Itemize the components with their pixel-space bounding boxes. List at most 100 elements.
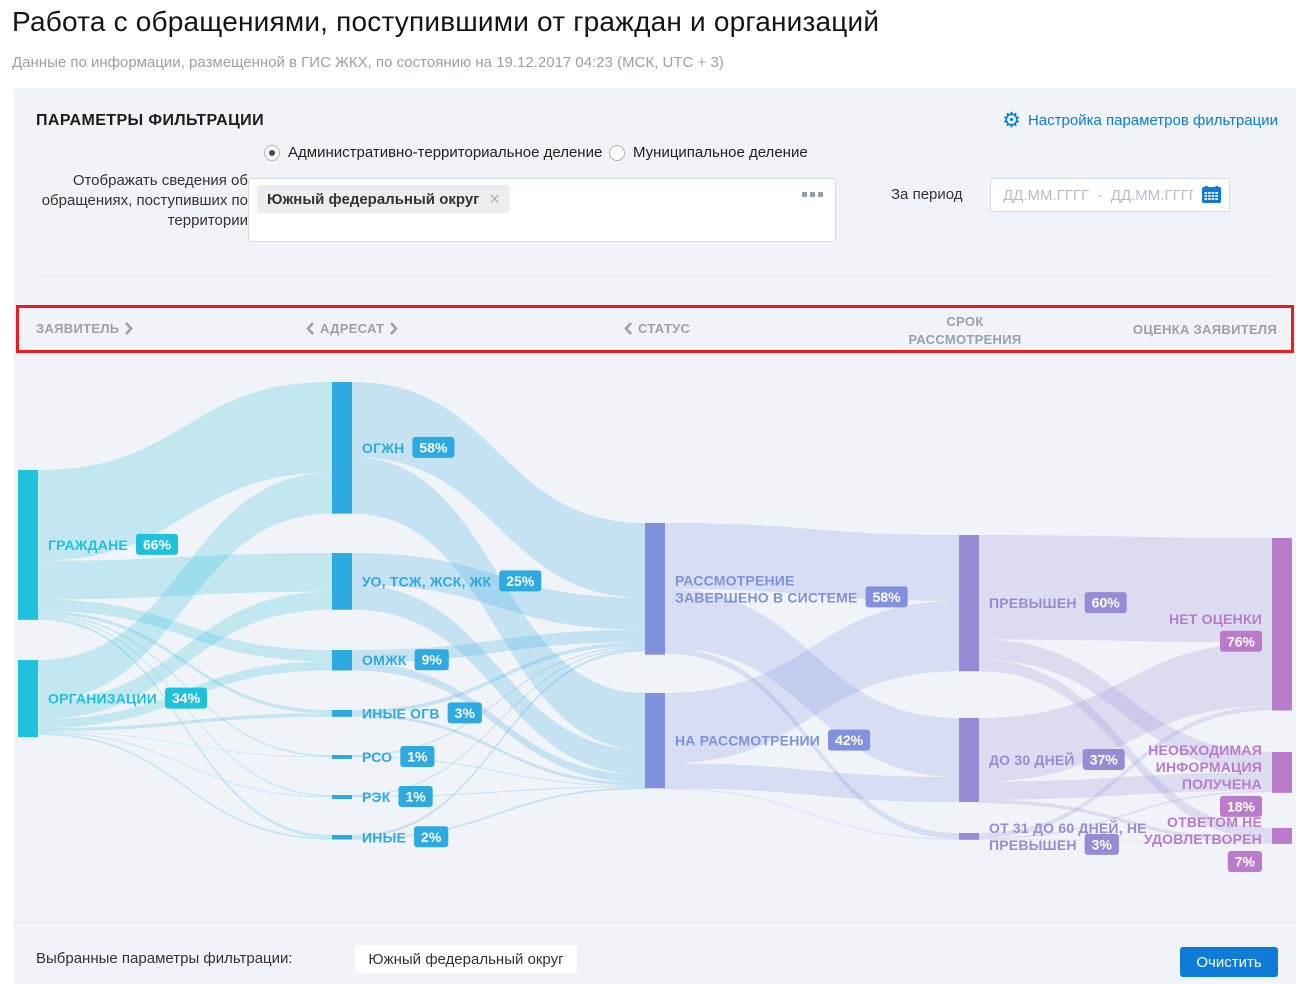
sankey-link-inye-completed — [352, 648, 645, 838]
sankey-link-in_progress-d31_60 — [665, 788, 959, 840]
svg-text:42%: 42% — [835, 732, 864, 748]
svg-text:3%: 3% — [455, 705, 476, 721]
sankey-label-info_received: ИНФОРМАЦИЯ — [1156, 759, 1262, 775]
sankey-link-rso-in_progress — [352, 756, 645, 787]
column-header-zayavitel-label: ЗАЯВИТЕЛЬ — [36, 321, 120, 336]
period-field — [990, 178, 1230, 212]
sankey-node-no_rating[interactable] — [1272, 538, 1292, 711]
column-header-adresat[interactable]: АДРЕСАТ — [306, 321, 399, 336]
sankey-link-organizacii-inye_ogv — [38, 713, 332, 732]
sankey-node-organizacii[interactable] — [18, 660, 38, 738]
calendar-icon[interactable] — [1202, 186, 1221, 203]
sankey-link-rek-completed — [352, 647, 645, 797]
column-header-zayavitel[interactable]: ЗАЯВИТЕЛЬ — [36, 321, 134, 336]
sankey-label-in_progress: НА РАССМОТРЕНИИ — [675, 733, 820, 749]
sankey-link-rso-completed — [352, 646, 645, 757]
sankey-link-completed-up30 — [665, 588, 959, 778]
radio-circle-municipal[interactable] — [609, 144, 625, 161]
sankey-badge-exceeded: 60% — [1084, 592, 1127, 614]
sankey-link-up30-info_received — [979, 772, 1272, 800]
territory-more-icon[interactable] — [802, 192, 823, 197]
svg-text:58%: 58% — [419, 439, 448, 455]
svg-text:2%: 2% — [421, 829, 442, 845]
sankey-node-exceeded[interactable] — [959, 535, 979, 672]
sankey-link-ogzhn-in_progress — [352, 456, 645, 750]
chevron-right-icon[interactable] — [124, 321, 134, 336]
sankey-link-grazhdane-uo — [38, 553, 332, 600]
territory-tag-label: Южный федеральный округ — [267, 190, 480, 208]
sankey-link-grazhdane-rso — [38, 614, 332, 757]
sankey-label-uo: УО, ТСЖ, ЖСК, ЖК — [362, 573, 492, 589]
territory-tag: Южный федеральный округ × — [257, 185, 510, 213]
sankey-label-inye: ИНЫЕ — [362, 829, 406, 845]
sankey-link-organizacii-ogzhn — [38, 472, 332, 701]
sankey-link-completed-exceeded — [665, 523, 959, 601]
sankey-label-exceeded: ПРЕВЫШЕН — [989, 595, 1077, 611]
sankey-label-grazhdane: ГРАЖДАНЕ — [48, 537, 128, 553]
sankey-label-d31_60: ПРЕВЫШЕН — [989, 837, 1077, 853]
sankey-node-inye[interactable] — [332, 835, 352, 840]
chevron-right-icon[interactable] — [389, 321, 399, 336]
territory-tag-close-icon[interactable]: × — [489, 189, 500, 209]
svg-text:66%: 66% — [143, 536, 172, 552]
svg-text:58%: 58% — [873, 589, 902, 605]
radio-administrative-division[interactable]: Административно-территориальное деление — [264, 144, 602, 161]
sankey-node-rek[interactable] — [332, 795, 352, 799]
sankey-badge-rso: 1% — [400, 746, 435, 767]
sankey-node-info_received[interactable] — [1272, 752, 1292, 793]
sankey-link-grazhdane-inye_ogv — [38, 610, 332, 714]
filter-panel-heading: ПАРАМЕТРЫ ФИЛЬТРАЦИИ — [36, 112, 264, 129]
column-header-ocenka: ОЦЕНКА ЗАЯВИТЕЛЯ — [1132, 322, 1277, 337]
chevron-left-icon[interactable] — [624, 321, 633, 336]
sankey-label-not_satisfied: ОТВЕТОМ НЕ — [1167, 814, 1262, 830]
sankey-badge-completed: 58% — [865, 586, 908, 608]
sankey-badge-ogzhn: 58% — [412, 436, 455, 458]
column-header-status[interactable]: СТАТУС — [624, 321, 690, 336]
svg-text:1%: 1% — [405, 789, 426, 805]
sankey-badge-up30: 37% — [1082, 748, 1125, 770]
territory-select[interactable]: Южный федеральный округ × — [248, 178, 836, 242]
sankey-node-grazhdane[interactable] — [18, 470, 38, 620]
sankey-link-organizacii-inye — [38, 733, 332, 840]
sankey-label-not_satisfied: УДОВЛЕТВОРЕН — [1144, 831, 1262, 847]
clear-button[interactable]: Очистить — [1180, 947, 1278, 977]
sankey-node-not_satisfied[interactable] — [1272, 828, 1292, 844]
sankey-link-organizacii-rso — [38, 731, 332, 758]
column-header-adresat-label: АДРЕСАТ — [320, 321, 385, 336]
filter-settings-link[interactable]: ⚙ Настройка параметров фильтрации — [1002, 110, 1278, 131]
sankey-node-up30[interactable] — [959, 718, 979, 802]
radio-circle-administrative[interactable] — [264, 144, 280, 161]
sankey-link-up30-no_rating — [979, 642, 1272, 782]
filter-settings-label: Настройка параметров фильтрации — [1027, 112, 1278, 129]
sankey-node-uo[interactable] — [332, 553, 352, 610]
sankey-badge-uo: 25% — [499, 570, 542, 592]
sankey-link-grazhdane-omzhk — [38, 599, 332, 662]
sankey-link-d31_60-no_rating — [979, 705, 1272, 838]
sankey-link-inye_ogv-in_progress — [352, 713, 645, 786]
sankey-node-ogzhn[interactable] — [332, 382, 352, 514]
sankey-node-rso[interactable] — [332, 755, 352, 759]
sankey-node-inye_ogv[interactable] — [332, 710, 352, 717]
svg-text:9%: 9% — [422, 652, 443, 668]
sankey-label-omzhk: ОМЖК — [362, 652, 407, 668]
radio-label-administrative: Административно-территориальное деление — [288, 144, 603, 161]
sankey-node-in_progress[interactable] — [645, 693, 665, 789]
svg-text:3%: 3% — [1092, 836, 1113, 852]
filter-divider — [36, 275, 1274, 276]
svg-text:60%: 60% — [1092, 595, 1121, 611]
sankey-badge-inye: 2% — [414, 826, 449, 848]
svg-text:18%: 18% — [1227, 798, 1256, 814]
sankey-label-inye_ogv: ИНЫЕ ОГВ — [362, 705, 440, 721]
sankey-node-omzhk[interactable] — [332, 650, 352, 671]
sankey-chart: ГРАЖДАНЕ 66% ОРГАНИЗАЦИИ 34% ОГЖН 58% УО, ТСЖ,… — [18, 382, 1292, 872]
radio-municipal-division[interactable]: Муниципальное деление — [609, 144, 808, 161]
page-title: Работа с обращениями, поступившими от гр… — [12, 6, 880, 37]
period-input[interactable] — [990, 178, 1230, 212]
sankey-node-d31_60[interactable] — [959, 833, 979, 840]
svg-text:34%: 34% — [172, 690, 201, 706]
sankey-link-uo-completed — [352, 553, 645, 630]
sankey-label-up30: ДО 30 ДНЕЙ — [989, 751, 1075, 768]
sankey-node-completed[interactable] — [645, 523, 665, 655]
chevron-left-icon[interactable] — [306, 321, 315, 336]
